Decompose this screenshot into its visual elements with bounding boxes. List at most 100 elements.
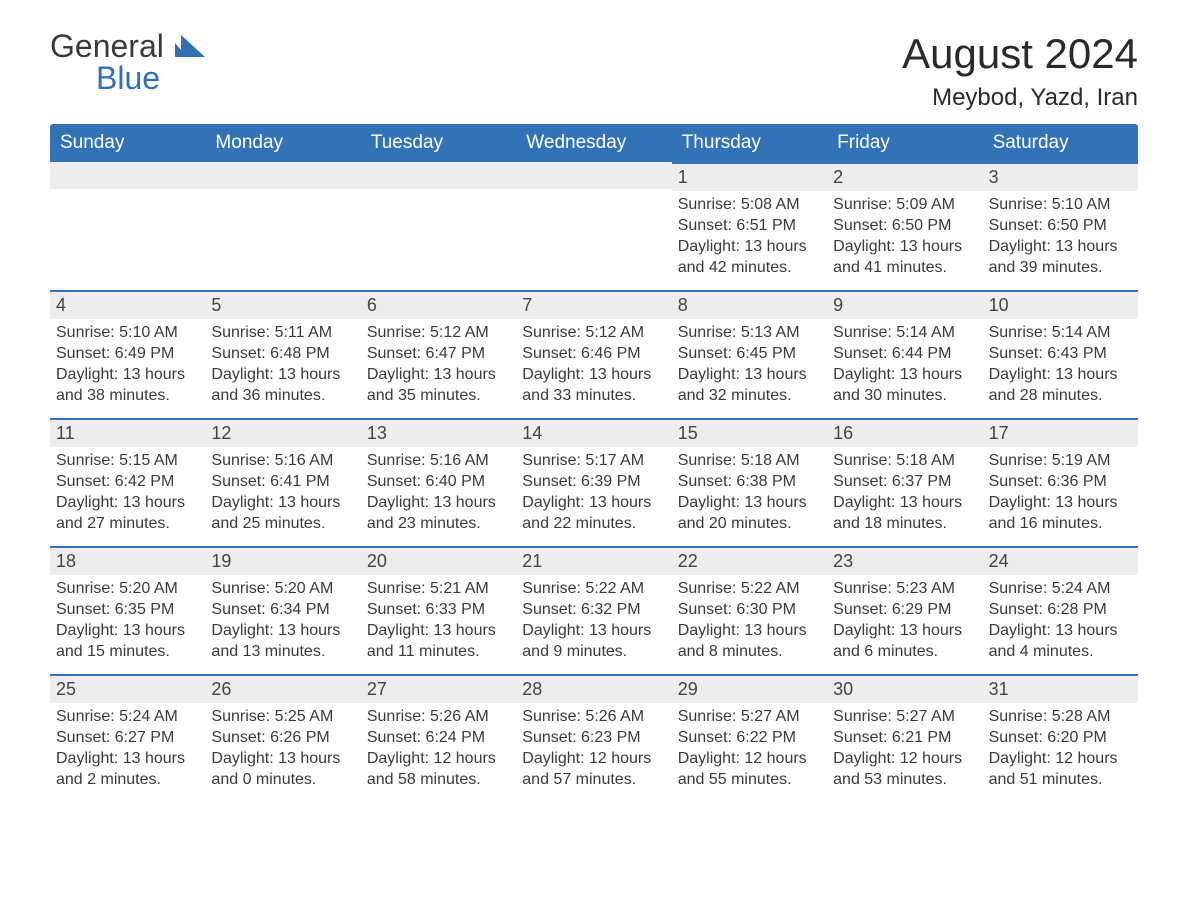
day-number: 17 (983, 418, 1138, 447)
day-number: 4 (50, 290, 205, 319)
day-cell (361, 162, 516, 290)
day-number: 21 (516, 546, 671, 575)
day-number: 20 (361, 546, 516, 575)
day-sunset: Sunset: 6:49 PM (56, 344, 199, 365)
day-number: 18 (50, 546, 205, 575)
day-daylight2: and 16 minutes. (989, 514, 1132, 535)
day-sunrise: Sunrise: 5:27 AM (678, 707, 821, 728)
title-block: August 2024 Meybod, Yazd, Iran (902, 30, 1138, 112)
day-number: 24 (983, 546, 1138, 575)
day-daylight1: Daylight: 13 hours (211, 493, 354, 514)
day-sunrise: Sunrise: 5:25 AM (211, 707, 354, 728)
day-cell: 7Sunrise: 5:12 AMSunset: 6:46 PMDaylight… (516, 290, 671, 418)
day-sunset: Sunset: 6:43 PM (989, 344, 1132, 365)
day-sunrise: Sunrise: 5:15 AM (56, 451, 199, 472)
day-sunset: Sunset: 6:40 PM (367, 472, 510, 493)
day-sunrise: Sunrise: 5:28 AM (989, 707, 1132, 728)
day-daylight1: Daylight: 13 hours (833, 621, 976, 642)
day-sunrise: Sunrise: 5:16 AM (211, 451, 354, 472)
day-sunset: Sunset: 6:50 PM (833, 216, 976, 237)
day-sunrise: Sunrise: 5:20 AM (56, 579, 199, 600)
day-daylight2: and 42 minutes. (678, 258, 821, 279)
day-sunrise: Sunrise: 5:21 AM (367, 579, 510, 600)
day-daylight1: Daylight: 13 hours (989, 621, 1132, 642)
day-daylight2: and 15 minutes. (56, 642, 199, 663)
day-number: 30 (827, 674, 982, 703)
day-cell (516, 162, 671, 290)
weekday-header-cell: Monday (205, 124, 360, 162)
day-sunset: Sunset: 6:50 PM (989, 216, 1132, 237)
day-number: 2 (827, 162, 982, 191)
day-number: 14 (516, 418, 671, 447)
day-sunset: Sunset: 6:29 PM (833, 600, 976, 621)
day-sunset: Sunset: 6:23 PM (522, 728, 665, 749)
week-row: 25Sunrise: 5:24 AMSunset: 6:27 PMDayligh… (50, 674, 1138, 802)
day-cell: 10Sunrise: 5:14 AMSunset: 6:43 PMDayligh… (983, 290, 1138, 418)
day-sunset: Sunset: 6:26 PM (211, 728, 354, 749)
day-sunrise: Sunrise: 5:26 AM (522, 707, 665, 728)
day-number: 22 (672, 546, 827, 575)
day-daylight2: and 41 minutes. (833, 258, 976, 279)
location-label: Meybod, Yazd, Iran (902, 84, 1138, 112)
day-sunrise: Sunrise: 5:14 AM (989, 323, 1132, 344)
weekday-header-cell: Wednesday (516, 124, 671, 162)
day-cell: 1Sunrise: 5:08 AMSunset: 6:51 PMDaylight… (672, 162, 827, 290)
day-number: 27 (361, 674, 516, 703)
logo-text-blue: Blue (96, 62, 160, 94)
day-daylight1: Daylight: 13 hours (833, 237, 976, 258)
day-cell: 28Sunrise: 5:26 AMSunset: 6:23 PMDayligh… (516, 674, 671, 802)
day-daylight1: Daylight: 13 hours (678, 365, 821, 386)
day-number: 11 (50, 418, 205, 447)
weekday-header-cell: Saturday (983, 124, 1138, 162)
day-daylight2: and 20 minutes. (678, 514, 821, 535)
day-daylight1: Daylight: 13 hours (989, 237, 1132, 258)
day-daylight2: and 23 minutes. (367, 514, 510, 535)
header: General Blue August 2024 Meybod, Yazd, I… (50, 30, 1138, 112)
day-sunset: Sunset: 6:36 PM (989, 472, 1132, 493)
day-cell: 21Sunrise: 5:22 AMSunset: 6:32 PMDayligh… (516, 546, 671, 674)
day-daylight1: Daylight: 13 hours (367, 365, 510, 386)
day-cell: 20Sunrise: 5:21 AMSunset: 6:33 PMDayligh… (361, 546, 516, 674)
day-daylight1: Daylight: 13 hours (833, 365, 976, 386)
day-daylight2: and 6 minutes. (833, 642, 976, 663)
day-sunset: Sunset: 6:21 PM (833, 728, 976, 749)
day-cell: 2Sunrise: 5:09 AMSunset: 6:50 PMDaylight… (827, 162, 982, 290)
day-number: 1 (672, 162, 827, 191)
day-cell: 25Sunrise: 5:24 AMSunset: 6:27 PMDayligh… (50, 674, 205, 802)
day-sunrise: Sunrise: 5:23 AM (833, 579, 976, 600)
day-sunrise: Sunrise: 5:17 AM (522, 451, 665, 472)
day-cell: 4Sunrise: 5:10 AMSunset: 6:49 PMDaylight… (50, 290, 205, 418)
day-number: 13 (361, 418, 516, 447)
logo-text-block: General Blue (50, 30, 205, 94)
day-sunrise: Sunrise: 5:27 AM (833, 707, 976, 728)
day-daylight2: and 53 minutes. (833, 770, 976, 791)
day-sunrise: Sunrise: 5:10 AM (989, 195, 1132, 216)
day-cell: 11Sunrise: 5:15 AMSunset: 6:42 PMDayligh… (50, 418, 205, 546)
day-cell: 26Sunrise: 5:25 AMSunset: 6:26 PMDayligh… (205, 674, 360, 802)
day-number: 16 (827, 418, 982, 447)
day-daylight2: and 38 minutes. (56, 386, 199, 407)
day-cell: 23 Sunrise: 5:23 AMSunset: 6:29 PMDayligh… (827, 546, 982, 674)
day-number: 19 (205, 546, 360, 575)
day-sunset: Sunset: 6:22 PM (678, 728, 821, 749)
day-daylight1: Daylight: 13 hours (56, 365, 199, 386)
day-number (50, 162, 205, 189)
day-daylight1: Daylight: 13 hours (211, 621, 354, 642)
day-number: 23 (827, 546, 982, 575)
day-cell: 12Sunrise: 5:16 AMSunset: 6:41 PMDayligh… (205, 418, 360, 546)
day-sunset: Sunset: 6:27 PM (56, 728, 199, 749)
day-sunset: Sunset: 6:28 PM (989, 600, 1132, 621)
day-daylight2: and 13 minutes. (211, 642, 354, 663)
logo-mark-icon (175, 30, 205, 62)
day-cell (205, 162, 360, 290)
day-number: 12 (205, 418, 360, 447)
day-daylight2: and 8 minutes. (678, 642, 821, 663)
day-sunrise: Sunrise: 5:19 AM (989, 451, 1132, 472)
day-daylight1: Daylight: 13 hours (678, 237, 821, 258)
day-daylight2: and 11 minutes. (367, 642, 510, 663)
day-cell: 14Sunrise: 5:17 AMSunset: 6:39 PMDayligh… (516, 418, 671, 546)
day-sunrise: Sunrise: 5:11 AM (211, 323, 354, 344)
day-sunset: Sunset: 6:32 PM (522, 600, 665, 621)
day-daylight1: Daylight: 12 hours (367, 749, 510, 770)
day-daylight1: Daylight: 13 hours (678, 621, 821, 642)
